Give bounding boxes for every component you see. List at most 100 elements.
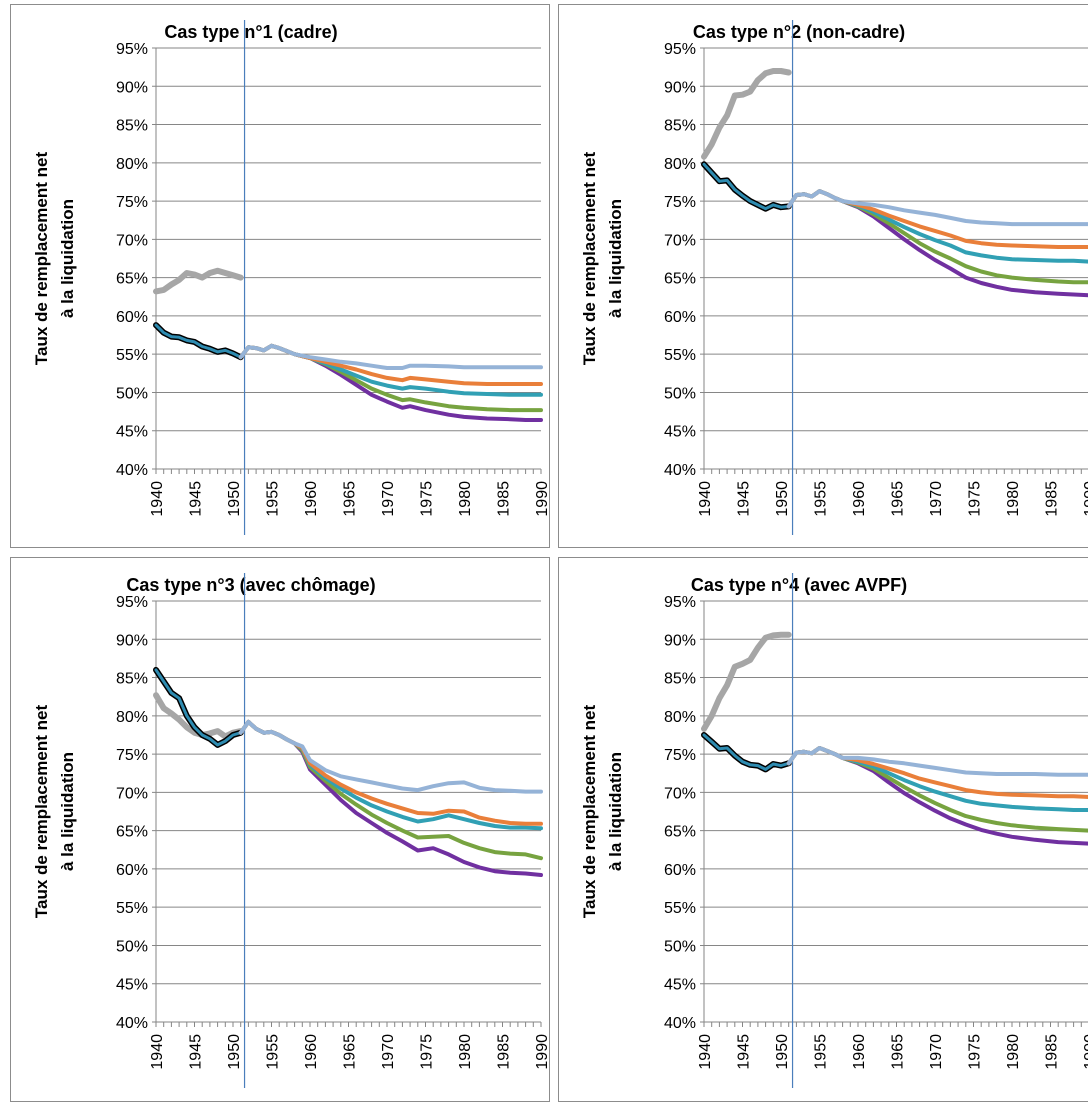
y-tick-label: 40% [116,1015,148,1032]
series-line-8 [786,746,1088,777]
y-tick-label: 85% [664,118,696,135]
chart-panel-2: Cas type n°2 (non-cadre) Taux de remplace… [558,4,1088,548]
x-tick-label: 1955 [265,1034,282,1070]
y-tick-label: 80% [664,156,696,173]
y-tick-label: 50% [116,385,148,402]
series-line-8 [238,343,543,370]
y-axis-label-line-2: à la liquidation [606,199,625,318]
y-tick-label: 50% [664,938,696,955]
y-axis-label-line-2: à la liquidation [58,199,77,318]
x-tick-label: 1990 [534,481,550,517]
y-tick-label: 60% [664,309,696,326]
y-axis-label-line-1: Taux de remplacement net [32,152,51,366]
series-line-1 [701,631,792,732]
y-tick-label: 55% [664,900,696,917]
y-tick-label: 85% [116,671,148,688]
y-tick-label: 65% [664,824,696,841]
x-tick-label: 1985 [496,481,513,517]
series-line-3 [154,668,243,747]
x-tick-label: 1990 [1082,481,1088,517]
y-tick-label: 45% [116,977,148,994]
x-tick-label: 1985 [496,1034,513,1070]
series-line-8 [786,189,1088,227]
x-tick-label: 1980 [1005,481,1022,517]
x-tick-label: 1980 [457,481,474,517]
y-tick-label: 90% [664,632,696,649]
x-tick-label: 1940 [149,481,166,517]
series-line-3 [154,323,243,359]
y-tick-label: 65% [116,271,148,288]
chart-panel-3: Cas type n°3 (avec chômage) Taux de rempl… [10,557,550,1102]
x-tick-label: 1955 [265,481,282,517]
chart-title: Cas type n°2 (non-cadre) [693,22,905,42]
y-tick-label: 95% [664,594,696,611]
chart-cas-type-4: Cas type n°4 (avec AVPF) Taux de remplace… [580,573,1088,1088]
x-tick-label: 1965 [342,481,359,517]
y-tick-label: 75% [116,194,148,211]
y-axis-label-line-2: à la liquidation [58,752,77,871]
series-line-2 [701,161,792,212]
x-tick-label: 1975 [967,481,984,517]
y-tick-label: 80% [664,709,696,726]
chart-title: Cas type n°4 (avec AVPF) [691,575,907,595]
y-tick-label: 45% [664,424,696,441]
y-tick-label: 70% [664,785,696,802]
y-tick-label: 55% [116,900,148,917]
x-tick-label: 1970 [928,481,945,517]
x-tick-label: 1960 [303,481,320,517]
y-tick-label: 55% [116,347,148,364]
x-tick-label: 1975 [967,1034,984,1070]
series-line-8 [238,719,543,794]
y-tick-label: 50% [664,385,696,402]
x-tick-label: 1990 [534,1034,550,1070]
x-tick-label: 1985 [1044,481,1061,517]
x-tick-label: 1970 [380,481,397,517]
series-line-5 [786,189,1088,285]
y-tick-label: 85% [116,118,148,135]
series-line-6 [238,343,543,397]
y-tick-label: 40% [664,1015,696,1032]
series-line-1 [153,267,244,295]
x-tick-label: 1970 [380,1034,397,1070]
y-tick-label: 90% [116,632,148,649]
x-tick-label: 1965 [890,481,907,517]
x-tick-label: 1940 [149,1034,166,1070]
series-line-3 [702,162,791,211]
y-axis-label-line-1: Taux de remplacement net [32,705,51,919]
y-tick-label: 50% [116,938,148,955]
y-tick-label: 40% [116,462,148,479]
x-tick-label: 1945 [188,481,205,517]
x-tick-label: 1945 [736,1034,753,1070]
x-tick-label: 1940 [697,1034,714,1070]
y-axis-label-line-1: Taux de remplacement net [580,705,599,919]
x-tick-label: 1985 [1044,1034,1061,1070]
x-tick-label: 1975 [419,1034,436,1070]
series-line-5 [786,746,1088,833]
y-tick-label: 75% [664,747,696,764]
y-tick-label: 70% [116,232,148,249]
y-tick-label: 90% [664,79,696,96]
x-tick-label: 1950 [226,481,243,517]
x-tick-label: 1960 [851,481,868,517]
series-line-3 [702,733,791,771]
x-tick-label: 1970 [928,1034,945,1070]
x-tick-label: 1990 [1082,1034,1088,1070]
chart-title: Cas type n°3 (avec chômage) [126,575,375,595]
x-tick-label: 1960 [303,1034,320,1070]
y-tick-label: 90% [116,79,148,96]
y-tick-label: 85% [664,671,696,688]
x-tick-label: 1955 [813,1034,830,1070]
chart-title: Cas type n°1 (cadre) [164,22,337,42]
y-tick-label: 55% [664,347,696,364]
y-tick-label: 75% [664,194,696,211]
y-tick-label: 60% [664,862,696,879]
y-tick-label: 95% [116,594,148,611]
x-tick-label: 1940 [697,481,714,517]
chart-cas-type-2: Cas type n°2 (non-cadre) Taux de remplace… [580,20,1088,535]
y-tick-label: 40% [664,462,696,479]
chart-panel-1: Cas type n°1 (cadre) Taux de remplacement… [10,4,550,548]
x-tick-label: 1955 [813,481,830,517]
y-tick-label: 75% [116,747,148,764]
x-tick-label: 1965 [890,1034,907,1070]
chart-cas-type-3: Cas type n°3 (avec chômage) Taux de rempl… [32,573,550,1088]
